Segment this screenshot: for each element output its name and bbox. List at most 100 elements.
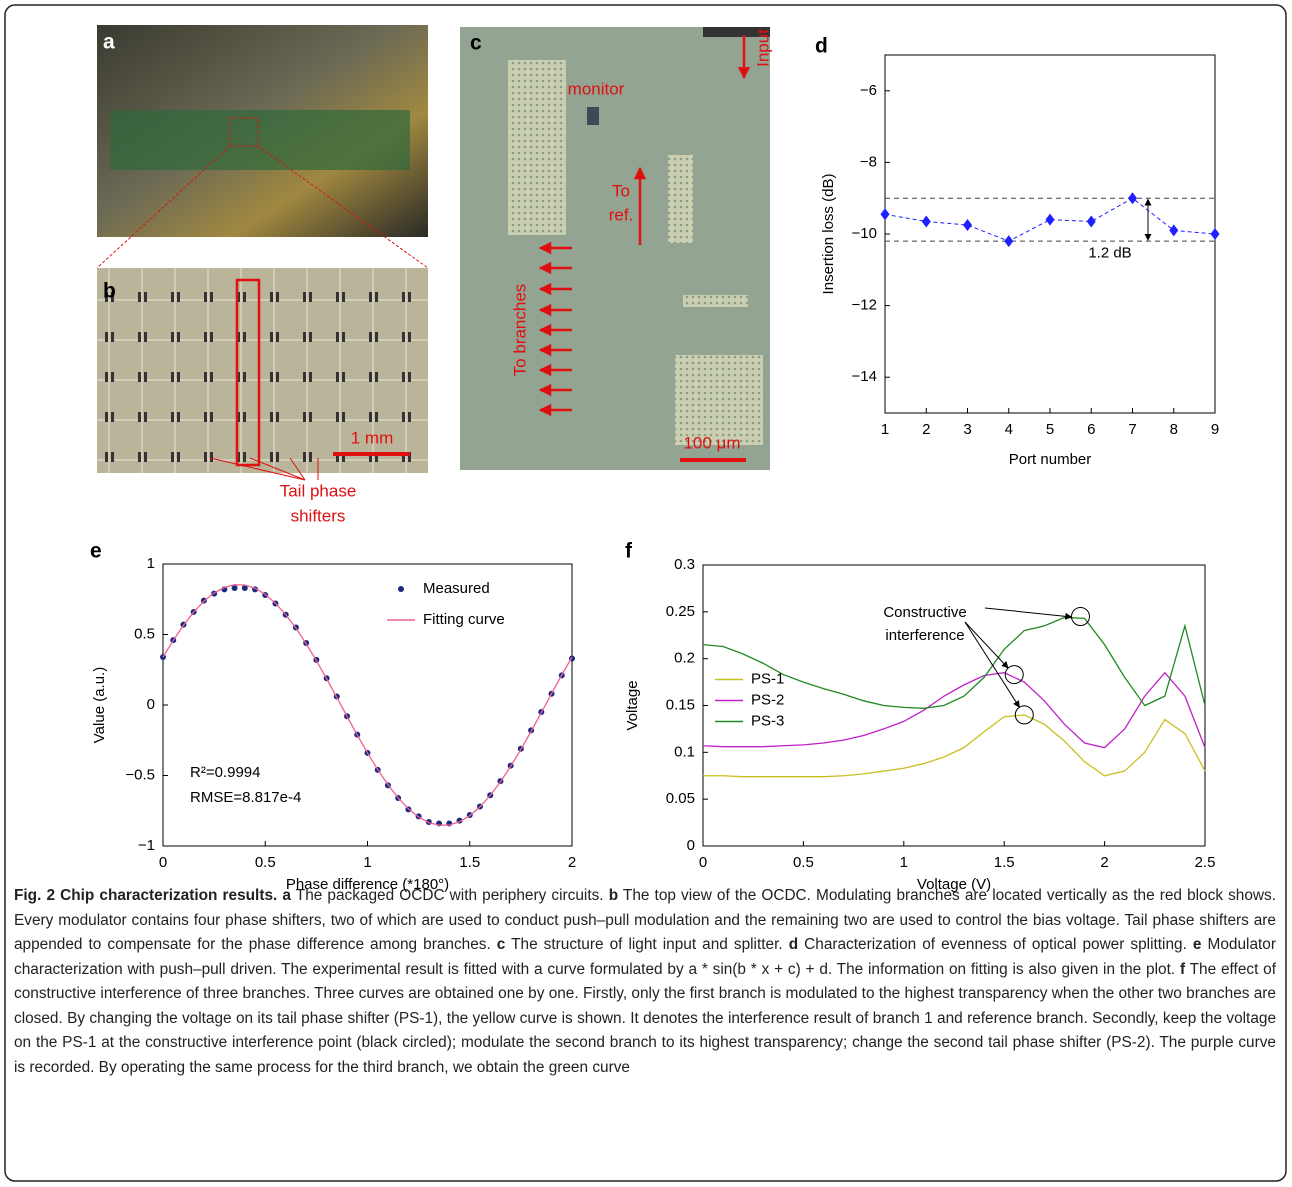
callout: Tail phase	[280, 481, 357, 500]
scale-label: 1 mm	[351, 428, 394, 447]
y-tick-label: −0.5	[125, 766, 155, 783]
caption-label: e	[1192, 936, 1202, 953]
photo-c-pad	[675, 355, 763, 445]
data-point	[1210, 228, 1220, 240]
caption: Fig. 2 Chip characterization results. a …	[14, 884, 1276, 1080]
caption-label: a	[282, 887, 291, 904]
annotation-arrow	[964, 621, 1020, 708]
photo-label: To	[612, 181, 630, 200]
x-tick-label: 0	[699, 854, 707, 871]
x-tick-label: 4	[1005, 421, 1013, 438]
x-tick-label: 0	[159, 854, 167, 871]
data-point	[231, 584, 238, 591]
legend-swatch	[398, 586, 404, 592]
series-line	[702, 616, 1206, 709]
photo-a-box	[229, 117, 259, 147]
scale-label: 100 μm	[683, 433, 740, 452]
photo-c-pad	[508, 60, 566, 235]
legend-label: Measured	[423, 580, 490, 597]
x-axis-label: Phase difference (*180°)	[286, 876, 449, 893]
highlight-circle	[1014, 705, 1034, 725]
data-point	[1045, 213, 1055, 226]
annotation-arrow	[984, 607, 1073, 620]
callout-lines	[209, 457, 319, 481]
annotation: interference	[885, 627, 964, 644]
y-tick-label: 1	[147, 555, 155, 572]
callout: shifters	[291, 506, 346, 525]
data-point	[921, 215, 931, 228]
caption-text: Modulator characterization with push–pul…	[14, 936, 1276, 978]
legend-label: PS-1	[751, 670, 784, 687]
y-tick-label: −14	[852, 368, 877, 385]
x-tick-label: 3	[963, 421, 971, 438]
x-axis-label: Port number	[1009, 451, 1092, 468]
series-line	[703, 714, 1206, 778]
y-tick-label: 0.1	[674, 743, 695, 760]
x-tick-label: 1	[881, 421, 889, 438]
x-tick-label: 0.5	[255, 854, 276, 871]
y-tick-label: 0.15	[666, 696, 695, 713]
panel-label: b	[103, 280, 116, 303]
photo-label: To branches	[510, 284, 529, 377]
y-tick-label: −12	[852, 297, 877, 314]
photo-label: Input	[753, 29, 772, 67]
photo-a-board	[110, 110, 410, 170]
data-point	[1169, 224, 1179, 237]
x-tick-label: 1	[900, 854, 908, 871]
annotation: 1.2 dB	[1088, 245, 1131, 262]
x-tick-label: 7	[1128, 421, 1136, 438]
x-tick-label: 9	[1211, 421, 1219, 438]
y-tick-label: −1	[138, 837, 155, 854]
x-tick-label: 2	[568, 854, 576, 871]
data-point	[1004, 235, 1014, 248]
x-tick-label: 1	[363, 854, 371, 871]
x-tick-label: 2.5	[1195, 854, 1216, 871]
photo-label: monitor	[568, 79, 625, 98]
y-tick-label: −8	[860, 153, 877, 170]
caption-label: f	[1179, 960, 1186, 978]
data-point	[241, 584, 248, 591]
photo-c-monitor	[587, 107, 599, 125]
caption-text: The top view of the OCDC. Modulating bra…	[14, 887, 1277, 953]
x-tick-label: 1.5	[994, 854, 1015, 871]
annotation-arrow	[964, 621, 1009, 669]
y-tick-label: 0	[687, 837, 695, 854]
panel-label: f	[625, 540, 633, 563]
highlight-circle	[1004, 665, 1024, 685]
photo-c-pad	[668, 155, 693, 243]
annotation: R²=0.9994	[190, 764, 260, 781]
x-tick-label: 5	[1046, 421, 1054, 438]
photo-label: ref.	[609, 205, 634, 224]
series-line	[702, 671, 1206, 749]
data-point	[963, 219, 972, 232]
caption-label: d	[788, 936, 799, 953]
x-axis-label: Voltage (V)	[917, 876, 991, 893]
y-tick-label: 0.25	[666, 603, 695, 620]
y-axis-label: Value (a.u.)	[91, 667, 108, 743]
panel-label: a	[103, 31, 115, 54]
y-tick-label: 0	[147, 696, 155, 713]
data-point	[1086, 215, 1096, 228]
figure-border	[4, 4, 1287, 1182]
caption-text: The structure of light input and splitte…	[511, 936, 783, 953]
caption-label: c	[496, 936, 506, 953]
annotation: RMSE=8.817e-4	[190, 789, 301, 806]
x-tick-label: 8	[1170, 421, 1178, 438]
caption-text: Characterization of evenness of optical …	[804, 936, 1187, 953]
series-line	[884, 197, 1216, 242]
legend-label: PS-3	[751, 712, 784, 729]
series-line	[162, 584, 573, 826]
y-tick-label: −6	[860, 82, 877, 99]
y-axis-label: Voltage	[624, 680, 641, 730]
photo-b-box	[235, 278, 261, 467]
annotation: Constructive	[883, 604, 966, 621]
panel-label: d	[815, 35, 828, 58]
x-tick-label: 2	[922, 421, 930, 438]
legend-label: Fitting curve	[423, 611, 505, 628]
panel-label: e	[90, 540, 102, 563]
caption-text: The packaged OCDC with periphery circuit…	[295, 887, 604, 904]
y-tick-label: 0.5	[134, 625, 155, 642]
caption-label: Fig. 2 Chip characterization results.	[14, 887, 278, 904]
y-axis-label: Insertion loss (dB)	[820, 174, 837, 295]
